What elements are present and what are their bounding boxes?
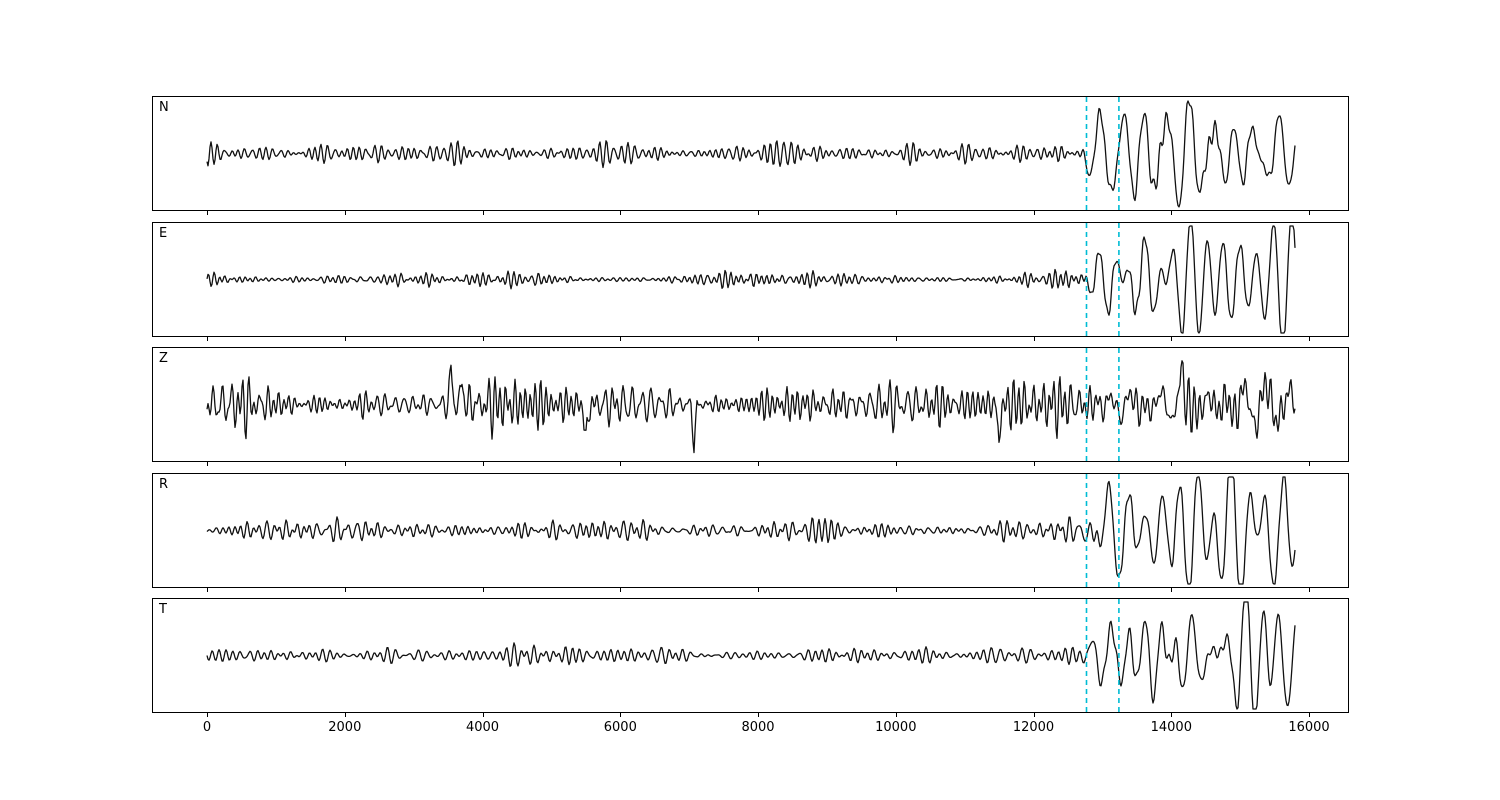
x-tick-label: 8000 (741, 720, 775, 735)
channel-label-t: T (159, 602, 167, 617)
channel-label-n: N (159, 100, 169, 115)
x-tick-label: 0 (202, 720, 212, 735)
x-tick (1309, 462, 1310, 466)
x-tick (895, 713, 897, 717)
x-tick (207, 211, 208, 215)
waveform-line (206, 100, 1296, 208)
x-tick (1033, 713, 1035, 717)
x-tick-label: 10000 (875, 720, 917, 735)
x-tick (758, 588, 759, 592)
x-tick (1171, 588, 1173, 592)
x-tick (1309, 713, 1310, 717)
waveform-line (206, 476, 1296, 585)
x-tick (1171, 337, 1173, 341)
x-tick (207, 713, 208, 717)
x-tick (758, 713, 759, 717)
x-tick (620, 211, 622, 215)
x-tick (620, 713, 622, 717)
x-tick (482, 211, 484, 215)
x-tick (1309, 588, 1310, 592)
panel-z: Z (152, 347, 1349, 462)
x-tick (1309, 211, 1310, 215)
x-tick-label: 4000 (465, 720, 500, 735)
waveform-trace (206, 348, 1296, 461)
panel-n: N (152, 96, 1349, 211)
x-tick-label: 2000 (328, 720, 362, 735)
x-tick (1033, 211, 1035, 215)
x-tick (620, 588, 622, 592)
x-tick (895, 588, 897, 592)
x-tick (344, 588, 346, 592)
x-tick (207, 337, 208, 341)
x-tick (620, 462, 622, 466)
x-tick (620, 337, 622, 341)
x-tick (1033, 337, 1035, 341)
x-tick (895, 462, 897, 466)
x-tick (895, 337, 897, 341)
panel-t: T (152, 598, 1349, 713)
x-tick (758, 211, 759, 215)
waveform-line (206, 360, 1296, 454)
x-tick (1171, 713, 1173, 717)
waveform-line (206, 601, 1296, 710)
waveform-trace (206, 599, 1296, 712)
channel-label-z: Z (159, 351, 168, 366)
panel-e: E (152, 222, 1349, 337)
x-tick (1171, 211, 1173, 215)
x-tick (482, 588, 484, 592)
x-tick (207, 462, 208, 466)
x-tick (895, 211, 897, 215)
waveform-trace (206, 474, 1296, 587)
x-tick (1033, 588, 1035, 592)
channel-label-e: E (159, 226, 168, 241)
x-tick (482, 462, 484, 466)
x-tick (758, 337, 759, 341)
waveform-line (206, 225, 1296, 334)
x-tick (1033, 462, 1035, 466)
x-tick-label: 14000 (1150, 720, 1192, 735)
x-tick (1171, 462, 1173, 466)
x-tick (1309, 337, 1310, 341)
x-tick (344, 211, 346, 215)
waveform-trace (206, 97, 1296, 210)
x-tick-label: 16000 (1288, 720, 1330, 735)
x-tick (344, 337, 346, 341)
x-tick (344, 713, 346, 717)
x-tick (482, 337, 484, 341)
x-tick-label: 12000 (1012, 720, 1055, 735)
x-tick (758, 462, 759, 466)
x-tick (344, 462, 346, 466)
panel-r: R (152, 473, 1349, 588)
waveform-trace (206, 223, 1296, 336)
x-tick-label: 6000 (603, 720, 637, 735)
channel-label-r: R (159, 477, 169, 492)
x-tick (482, 713, 484, 717)
x-tick (207, 588, 208, 592)
